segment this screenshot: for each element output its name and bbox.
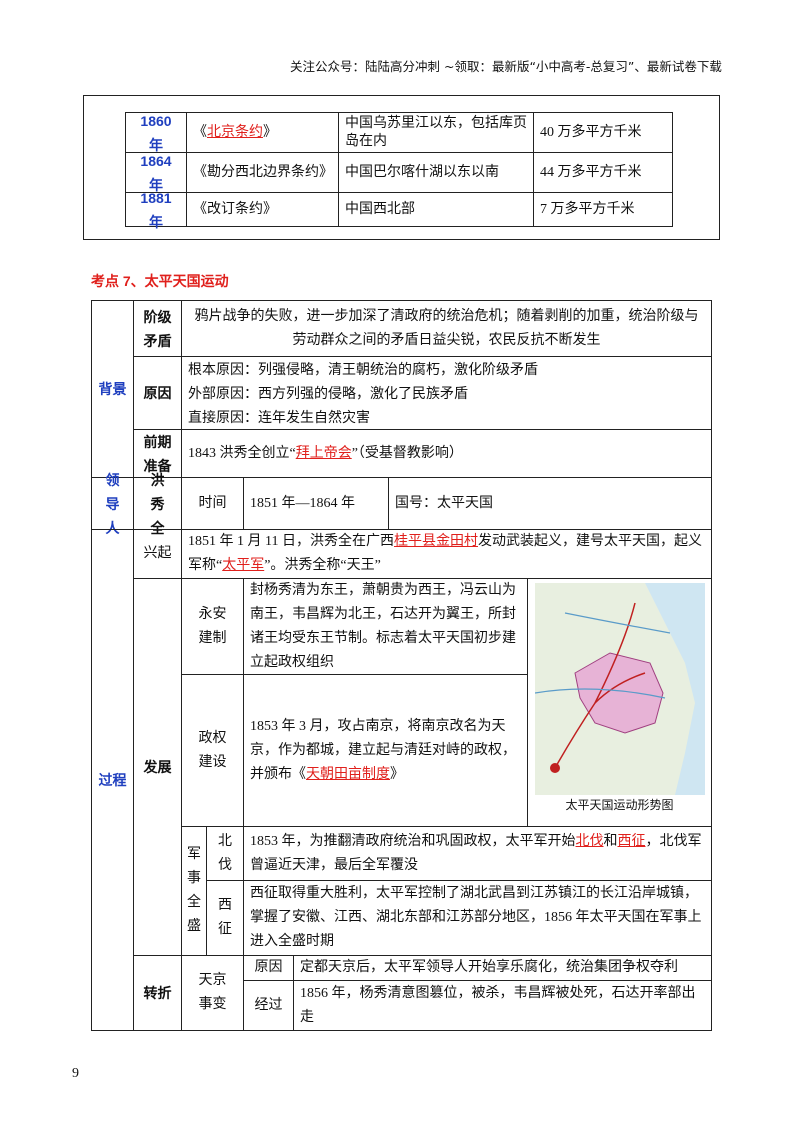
treaty-part: 《改订条约》 <box>193 201 277 217</box>
treaty: 《北京条约》 <box>186 112 339 153</box>
cell-label: 西征 <box>206 880 244 956</box>
sea <box>644 583 705 795</box>
cell-text: 鸦片战争的失败，进一步加深了清政府的统治危机；随着剥削的加重，统治阶级与劳动群众… <box>181 300 712 357</box>
text: 和 <box>603 833 618 849</box>
taiping-area <box>573 652 664 734</box>
cell-label: 阶级矛盾 <box>133 300 182 357</box>
area: 7 万多平方千米 <box>533 192 673 227</box>
cell-label: 天京事变 <box>181 955 244 1031</box>
treaty-part: 》 <box>263 124 277 140</box>
cell-label: 经过 <box>243 980 294 1031</box>
cell-label: 政权建设 <box>181 674 244 827</box>
cell-label: 兴起 <box>133 529 182 579</box>
cell-text: 1853 年 3 月，攻占南京，将南京改名为天京，作为都城，建立起与清廷对峙的政… <box>243 674 528 827</box>
cell-label: 永安建制 <box>181 578 244 675</box>
text: 1853 年，为推翻清政府统治和巩固政权，太平军开始 <box>250 833 576 849</box>
text: 1851 年 1 月 11 日，洪秀全在广西 <box>188 534 394 549</box>
highlight: 桂平县金田村 <box>393 534 478 549</box>
territory: 中国西北部 <box>338 192 534 227</box>
highlight: 拜上帝会 <box>295 445 352 461</box>
row-label: 背景 <box>91 300 134 478</box>
map <box>534 583 705 795</box>
section-title: 考点 7、太平天国运动 <box>91 273 229 289</box>
cell-text: 1851 年 1 月 11 日，洪秀全在广西桂平县金田村发动武装起义，建号太平天… <box>181 529 712 579</box>
text: 发动武装起义，建号太平天国，起义军称“ <box>188 534 702 573</box>
year: 1860 年 <box>125 112 187 153</box>
territory: 中国乌苏里江以东，包括库页岛在内 <box>338 112 534 153</box>
line: 直接原因：连年发生自然灾害 <box>188 411 370 426</box>
route <box>553 672 645 769</box>
treaty-part: 《 <box>193 124 207 140</box>
cell-label: 洪秀全 <box>133 472 182 536</box>
cell-label: 转折 <box>133 955 182 1031</box>
text: 》 <box>390 766 404 782</box>
cell-text: 1856 年，杨秀清意图篡位，被杀，韦昌辉被处死，石达开率部出走 <box>293 980 712 1031</box>
page-number: 9 <box>72 1066 79 1081</box>
cell-label: 原因 <box>243 955 294 981</box>
treaty: 《改订条约》 <box>186 192 339 227</box>
cell-text: 根本原因：列强侵略，清王朝统治的腐朽，激化阶级矛盾 外部原因：西方列强的侵略，激… <box>181 356 712 430</box>
text: ”。洪秀全称“天王” <box>264 558 381 573</box>
cell-text: 1843 洪秀全创立“拜上帝会”（受基督教影响） <box>181 429 712 478</box>
river <box>564 612 670 634</box>
area: 44 万多平方千米 <box>533 152 673 193</box>
cell-text: 封杨秀清为东王，萧朝贵为西王，冯云山为南王，韦昌辉为北王，石达开为翼王，所封诸王… <box>243 578 528 675</box>
year: 1881 年 <box>125 190 187 230</box>
highlight: 天朝田亩制度 <box>306 766 390 782</box>
header: 关注公众号：陆陆高分冲刺 ~领取：最新版“小中高考-总复习”、最新试卷下载 <box>290 59 722 74</box>
territory: 中国巴尔喀什湖以东以南 <box>338 152 534 193</box>
map-cell: 太平天国运动形势图 <box>527 578 712 827</box>
treaty-part: 北京条约 <box>207 124 263 140</box>
text: 1853 年 3 月，攻占南京，将南京改名为天京，作为都城，建立起与清廷对峙的政… <box>250 718 516 782</box>
treaty-box <box>83 95 720 240</box>
cell-text: 定都天京后，太平军领导人开始享乐腐化，统治集团争权夺利 <box>293 955 712 981</box>
cell-text: 1851 年—1864 年 <box>243 477 389 530</box>
route <box>593 602 636 704</box>
treaty-part: 《勘分西北边界条约》 <box>193 164 333 180</box>
row-label: 过程 <box>91 529 134 1031</box>
line: 外部原因：西方列强的侵略，激化了民族矛盾 <box>188 387 468 402</box>
river <box>534 688 665 699</box>
line: 根本原因：列强侵略，清王朝统治的腐朽，激化阶级矛盾 <box>188 363 538 378</box>
cell-label: 北伐 <box>206 826 244 881</box>
cell-text: 1853 年，为推翻清政府统治和巩固政权，太平军开始北伐和西征，北伐军曾逼近天津… <box>243 826 712 881</box>
text: 1843 洪秀全创立“ <box>188 445 296 461</box>
text: ”（受基督教影响） <box>351 445 463 461</box>
cell-label: 原因 <box>133 356 182 430</box>
row-label: 领导人 <box>91 472 134 536</box>
cell-text: 西征取得重大胜利，太平军控制了湖北武昌到江苏镇江的长江沿岸城镇，掌握了安徽、江西… <box>243 880 712 956</box>
area: 40 万多平方千米 <box>533 112 673 153</box>
cell-label: 军事全盛 <box>181 826 207 956</box>
highlight: 西征 <box>617 833 646 849</box>
cell-text: 时间 <box>181 477 244 530</box>
text: ，北伐军曾逼近天津，最后全军覆没 <box>250 833 702 873</box>
map-caption: 太平天国运动形势图 <box>565 798 674 812</box>
highlight: 北伐 <box>575 833 604 849</box>
treaty: 《勘分西北边界条约》 <box>186 152 339 193</box>
highlight: 太平军 <box>222 558 265 573</box>
cell-text: 国号：太平天国 <box>388 477 712 530</box>
start-point <box>549 763 560 773</box>
cell-label: 发展 <box>133 578 182 956</box>
